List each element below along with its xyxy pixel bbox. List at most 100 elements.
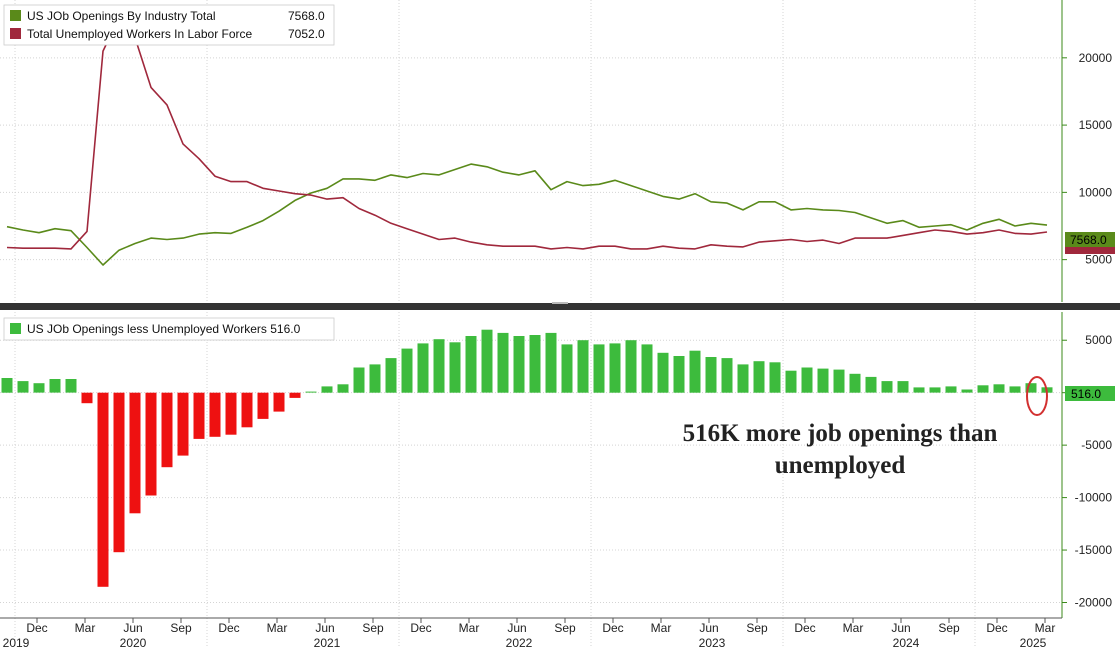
legend-unemployed-value: 7052.0: [288, 27, 325, 41]
annotation-line-2: unemployed: [775, 452, 906, 479]
difference-bar: [753, 361, 765, 393]
x-month-label: Dec: [986, 621, 1007, 635]
legend-unemployed-label: Total Unemployed Workers In Labor Force: [27, 27, 253, 41]
difference-bar: [801, 367, 813, 393]
difference-bar: [769, 362, 781, 393]
x-month-label: Mar: [267, 621, 288, 635]
top-legend: US JOb Openings By Industry Total 7568.0…: [3, 4, 335, 46]
x-month-label: Mar: [651, 621, 672, 635]
x-month-label: Jun: [891, 621, 910, 635]
difference-bar: [609, 343, 621, 393]
difference-bar: [849, 373, 861, 393]
difference-bar: [1, 378, 13, 393]
panel-divider: [0, 303, 1120, 310]
x-month-label: Dec: [602, 621, 623, 635]
difference-bar: [257, 392, 269, 419]
difference-bar: [337, 384, 349, 393]
top-value-badges: 7568.0: [1065, 232, 1115, 254]
top-y-tick-label: 15000: [1079, 118, 1113, 132]
difference-bar: [17, 381, 29, 393]
difference-bar: [513, 336, 525, 393]
legend-unemployed-swatch: [10, 28, 21, 39]
bottom-y-tick-label: 5000: [1085, 333, 1112, 347]
x-month-label: Sep: [362, 621, 384, 635]
difference-bar: [545, 332, 557, 393]
difference-bar: [481, 329, 493, 393]
x-month-label: Dec: [794, 621, 815, 635]
difference-bar: [289, 392, 301, 398]
difference-bar: [129, 392, 141, 514]
difference-bar: [1025, 383, 1037, 393]
difference-bar: [273, 392, 285, 412]
difference-bar: [865, 376, 877, 393]
difference-bar: [641, 344, 653, 393]
annotation: 516K more job openings than unemployed: [683, 420, 998, 479]
annotation-line-1: 516K more job openings than: [683, 420, 998, 447]
difference-bar: [401, 348, 413, 393]
difference-bar: [305, 391, 317, 393]
difference-bar: [33, 383, 45, 393]
difference-bar: [209, 392, 221, 437]
top-y-tick-label: 20000: [1079, 51, 1113, 65]
difference-bar: [673, 356, 685, 393]
difference-bar: [161, 392, 173, 468]
x-month-label: Jun: [315, 621, 334, 635]
difference-bar: [593, 344, 605, 393]
axes: 5000 10000 15000 20000 5000 -5000 -10000 -15000…: [0, 0, 1120, 619]
difference-bar: [417, 343, 429, 393]
difference-bar: [689, 350, 701, 393]
difference-bar: [449, 342, 461, 393]
difference-bar: [1009, 386, 1021, 393]
legend-difference-name: US JOb Openings less Unemployed Workers: [27, 322, 267, 336]
difference-bar: [385, 358, 397, 393]
highlight-circle: [1026, 376, 1048, 416]
difference-bar: [49, 379, 61, 393]
x-month-label: Sep: [554, 621, 576, 635]
difference-bar: [529, 335, 541, 393]
difference-bar: [97, 392, 109, 587]
unemployed-line: [6, 16, 1048, 250]
difference-bar: [881, 381, 893, 393]
difference-bar: [833, 369, 845, 393]
difference-bar: [913, 387, 925, 393]
top-legend-box: [3, 4, 335, 46]
top-y-tick-label: 10000: [1079, 185, 1113, 199]
bottom-y-tick-label: -5000: [1081, 438, 1112, 452]
difference-bar: [353, 367, 365, 393]
x-month-label: Sep: [170, 621, 192, 635]
difference-bar: [897, 381, 909, 393]
x-year-label: 2025: [1020, 636, 1047, 648]
difference-bar: [497, 332, 509, 393]
difference-bar: [369, 364, 381, 393]
openings-value-badge-text: 7568.0: [1070, 233, 1107, 247]
difference-value-badge-text: 516.0: [1071, 387, 1101, 401]
difference-bar: [977, 385, 989, 393]
x-month-label: Mar: [1035, 621, 1056, 635]
legend-openings-value: 7568.0: [288, 9, 325, 23]
difference-bar: [81, 392, 93, 404]
difference-bar: [193, 392, 205, 439]
panel-divider-handle: [552, 302, 568, 304]
x-year-label: 2023: [699, 636, 726, 648]
difference-bar: [705, 357, 717, 393]
openings-value-badge: [1065, 232, 1115, 247]
difference-bar: [433, 339, 445, 393]
x-month-label: Sep: [938, 621, 960, 635]
difference-bar: [321, 386, 333, 393]
difference-bar: [561, 344, 573, 393]
difference-bar: [929, 387, 941, 393]
x-month-label: Jun: [123, 621, 142, 635]
top-panel-lines: [6, 16, 1048, 266]
legend-openings-label: US JOb Openings By Industry Total: [27, 9, 216, 23]
difference-bar: [817, 368, 829, 393]
legend-difference-label: US JOb Openings less Unemployed Workers …: [27, 322, 301, 336]
top-y-tick-label: 5000: [1085, 253, 1112, 267]
difference-bar: [113, 392, 125, 553]
openings-line: [6, 163, 1048, 266]
difference-bar: [961, 389, 973, 393]
difference-bar: [945, 386, 957, 393]
x-year-label: 2024: [893, 636, 920, 648]
x-axis-labels: Dec Mar Jun Sep Dec Mar Jun Sep Dec Mar Jun Sep Dec M…: [3, 618, 1056, 648]
difference-bar: [737, 364, 749, 393]
